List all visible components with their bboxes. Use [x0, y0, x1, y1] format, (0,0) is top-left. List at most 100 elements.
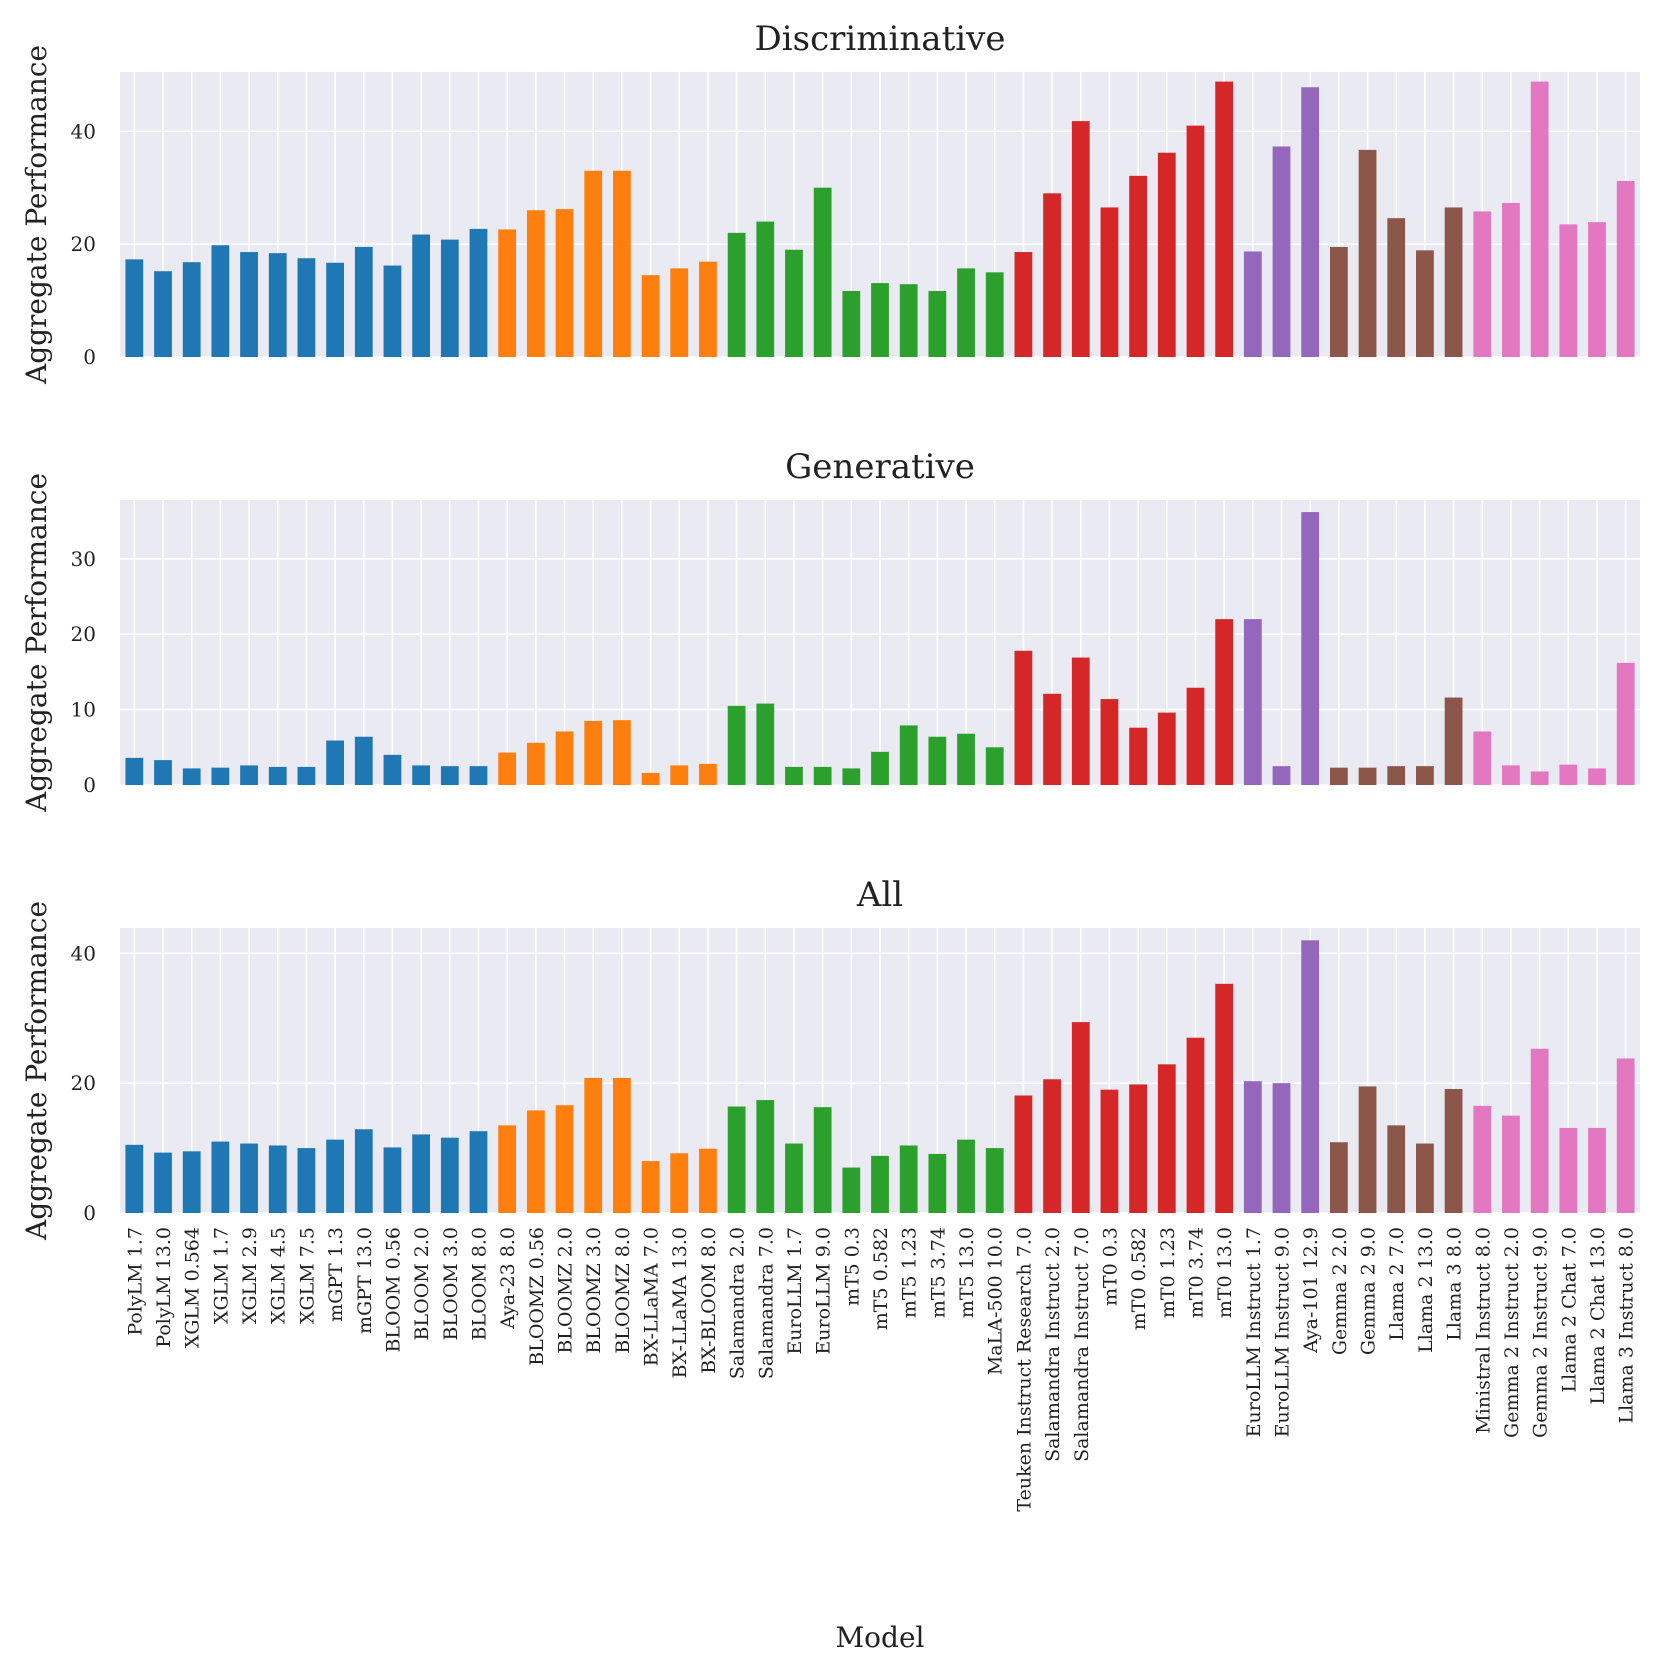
- x-tick-label: BLOOM 3.0: [440, 1227, 462, 1340]
- bar: [268, 253, 287, 357]
- x-tick-label: PolyLM 1.7: [124, 1227, 146, 1336]
- x-tick-label: Gemma 2 2.0: [1329, 1227, 1351, 1355]
- bar: [813, 1107, 832, 1213]
- x-tick-label: Gemma 2 Instruct 2.0: [1501, 1227, 1523, 1438]
- bar: [1243, 619, 1262, 785]
- subplot-title: Discriminative: [755, 19, 1006, 59]
- bar: [412, 234, 431, 357]
- x-tick-label: EuroLLM 9.0: [813, 1227, 835, 1355]
- bar: [584, 720, 603, 785]
- bar: [498, 752, 517, 785]
- x-tick-label: Salamandra 7.0: [755, 1227, 777, 1379]
- bar: [1416, 1143, 1434, 1213]
- bar: [1100, 1089, 1119, 1213]
- bar: [1559, 224, 1578, 357]
- bar: [526, 1110, 545, 1213]
- bar: [1616, 180, 1635, 357]
- bar: [440, 239, 459, 357]
- bar: [1416, 250, 1434, 357]
- x-tick-label: XGLM 7.5: [296, 1227, 318, 1324]
- subplot-2: 0 10 20 30 Generative Aggregate Performance: [20, 447, 1640, 813]
- bar: [1301, 940, 1320, 1213]
- x-tick-label: Salamandra 2.0: [727, 1227, 749, 1379]
- bar: [240, 765, 258, 785]
- x-tick-label: mT5 0.582: [870, 1227, 892, 1330]
- x-tick-label: mGPT 13.0: [354, 1227, 376, 1334]
- bar: [871, 751, 889, 785]
- y-tick-label: 20: [71, 1071, 96, 1095]
- bar: [1043, 693, 1061, 785]
- x-axis-label: Model: [836, 1621, 925, 1654]
- bar: [1272, 1083, 1291, 1213]
- x-tick-label: Llama 3 8.0: [1444, 1227, 1466, 1341]
- bar: [1071, 657, 1090, 785]
- bar: [842, 1167, 861, 1213]
- bar: [1157, 712, 1176, 785]
- bar: [211, 245, 230, 357]
- bar: [1329, 1142, 1348, 1213]
- bar: [957, 733, 975, 785]
- y-tick-label: 10: [71, 698, 96, 722]
- bar: [985, 272, 1004, 357]
- bar: [1043, 1079, 1061, 1213]
- x-tick-label: mGPT 1.3: [325, 1227, 347, 1322]
- bar: [1157, 152, 1176, 357]
- bar: [1358, 149, 1377, 357]
- bar: [354, 246, 373, 357]
- bar: [297, 766, 316, 785]
- bar: [1215, 81, 1234, 358]
- x-tick-label: mT0 0.3: [1099, 1227, 1121, 1306]
- x-tick-label: mT0 3.74: [1185, 1227, 1207, 1318]
- bar: [1416, 766, 1434, 785]
- bar: [383, 1147, 402, 1213]
- x-tick-label: mT0 13.0: [1214, 1227, 1236, 1318]
- x-tick-label: Llama 2 7.0: [1386, 1227, 1408, 1341]
- bar: [785, 249, 803, 357]
- bar: [1502, 1115, 1520, 1213]
- bar: [498, 229, 517, 357]
- bar: [899, 725, 918, 785]
- subplot-title: Generative: [785, 447, 975, 487]
- bar: [469, 1131, 488, 1213]
- bar: [1272, 766, 1291, 785]
- bar: [1502, 202, 1520, 357]
- bar: [383, 265, 402, 357]
- subplot-3: 0 20 40 All Aggregate Performance: [20, 875, 1640, 1241]
- bar: [699, 261, 717, 357]
- bar: [297, 1148, 316, 1213]
- x-tick-label: mT5 0.3: [841, 1227, 863, 1306]
- x-tick-label: Gemma 2 9.0: [1358, 1227, 1380, 1355]
- bar: [756, 1100, 775, 1213]
- x-tick-label: Aya-101 12.9: [1300, 1227, 1322, 1354]
- x-tick-label: Llama 3 Instruct 8.0: [1616, 1227, 1638, 1424]
- bar: [842, 768, 861, 785]
- bar: [555, 209, 574, 357]
- bar: [182, 768, 201, 785]
- bar: [785, 1143, 803, 1213]
- bar: [670, 268, 689, 357]
- x-tick-label: BLOOMZ 8.0: [612, 1227, 634, 1354]
- x-tick-label: XGLM 4.5: [268, 1227, 290, 1324]
- bar: [670, 1153, 689, 1213]
- bar: [354, 1129, 373, 1213]
- bar: [1559, 1127, 1578, 1213]
- y-axis-label: Aggregate Performance: [20, 901, 53, 1241]
- x-tick-label: Llama 2 Chat 13.0: [1587, 1227, 1609, 1405]
- y-tick-label: 30: [71, 547, 96, 571]
- bar: [1129, 175, 1148, 357]
- bar: [985, 747, 1004, 785]
- bar: [928, 1153, 947, 1213]
- bar: [641, 275, 660, 357]
- bar: [699, 763, 717, 785]
- x-tick-label: Llama 2 13.0: [1415, 1227, 1437, 1353]
- x-tick-label: BX-LLaMA 7.0: [641, 1227, 663, 1366]
- bar: [412, 1134, 431, 1213]
- bar: [1157, 1064, 1176, 1213]
- bar: [1473, 731, 1492, 785]
- x-tick-label: mT0 1.23: [1157, 1227, 1179, 1318]
- bar: [899, 284, 918, 357]
- bar: [1071, 121, 1090, 358]
- x-tick-label: mT5 3.74: [927, 1227, 949, 1318]
- y-tick-label: 0: [83, 1201, 96, 1225]
